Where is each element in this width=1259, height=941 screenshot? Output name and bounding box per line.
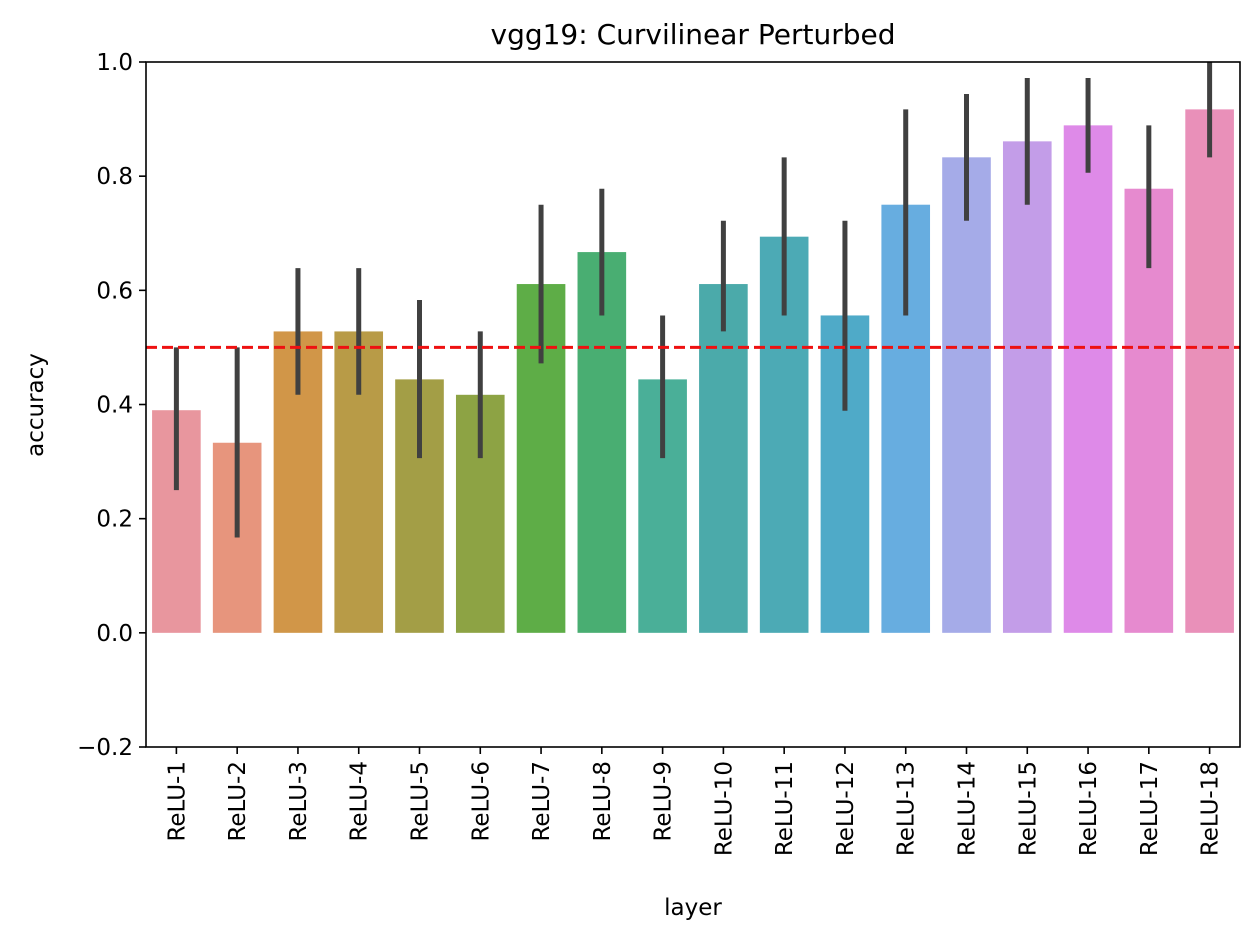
- x-tick-label: ReLU-9: [651, 761, 677, 842]
- bar-relu-14: [942, 157, 991, 633]
- bars-group: [152, 109, 1234, 633]
- x-tick-label: ReLU-8: [590, 761, 616, 842]
- x-tick-label: ReLU-4: [347, 761, 373, 842]
- x-tick-label: ReLU-6: [468, 761, 494, 842]
- x-tick-label: ReLU-3: [286, 761, 312, 842]
- x-tick-label: ReLU-18: [1198, 761, 1224, 856]
- bar-relu-15: [1002, 141, 1052, 633]
- y-tick-label: 0.6: [96, 278, 133, 304]
- x-tick-label: ReLU-5: [408, 761, 434, 842]
- y-tick-label: 0.8: [96, 164, 133, 190]
- x-tick-label: ReLU-10: [711, 761, 737, 856]
- x-tick-label: ReLU-13: [894, 761, 920, 856]
- bar-relu-8: [577, 252, 627, 633]
- x-tick-label: ReLU-15: [1015, 761, 1041, 856]
- y-tick-label: 0.2: [96, 507, 133, 533]
- axes-group: −0.2 0.0 0.2 0.4 0.6 0.8 1.0 ReLU-1 ReLU-2 ReLU-3…: [77, 50, 1241, 856]
- y-tick-label: 0.4: [96, 393, 133, 419]
- x-tick-label: ReLU-11: [772, 761, 798, 856]
- bar-relu-18: [1185, 109, 1234, 633]
- y-tick-label: −0.2: [77, 735, 133, 761]
- x-tick-label: ReLU-14: [955, 761, 981, 856]
- x-tick-label: ReLU-17: [1137, 761, 1163, 856]
- y-tick-label: 0.0: [96, 621, 133, 647]
- bar-relu-10: [699, 284, 748, 633]
- x-tick-label: ReLU-1: [164, 761, 190, 842]
- bar-relu-16: [1063, 125, 1113, 633]
- x-tick-label: ReLU-2: [225, 761, 251, 842]
- x-tick-label: ReLU-7: [529, 761, 555, 842]
- y-tick-label: 1.0: [96, 50, 133, 76]
- chart-title: vgg19: Curvilinear Perturbed: [491, 18, 896, 51]
- x-tick-label: ReLU-16: [1076, 761, 1102, 856]
- error-bars-group: [173, 62, 1213, 538]
- x-tick-label: ReLU-12: [833, 761, 859, 856]
- x-axis-label: layer: [664, 895, 722, 921]
- y-axis-label: accuracy: [23, 353, 49, 457]
